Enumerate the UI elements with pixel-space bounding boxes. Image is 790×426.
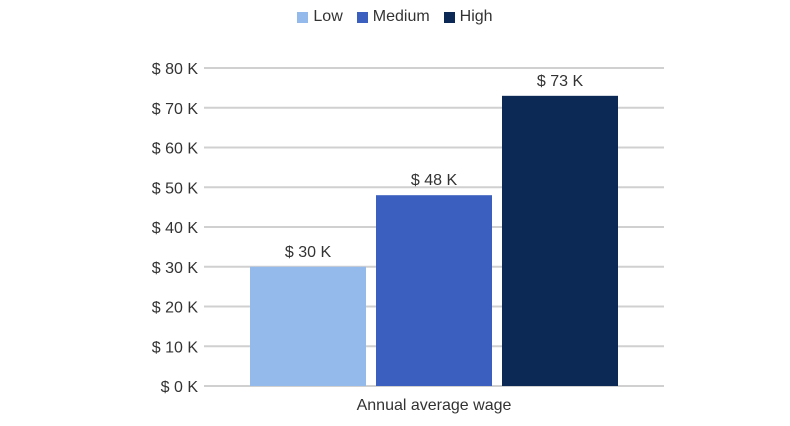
y-tick-label: $ 20 K [152, 300, 199, 317]
x-axis-label: Annual average wage [357, 397, 512, 414]
chart-legend: Low Medium High [0, 8, 790, 26]
legend-label-high: High [459, 8, 493, 25]
y-tick-label: $ 0 K [161, 379, 199, 396]
legend-item-low: Low [297, 8, 343, 26]
legend-item-medium: Medium [356, 8, 430, 26]
y-tick-label: $ 70 K [152, 101, 199, 118]
bar-high [502, 95, 618, 386]
legend-swatch-low [297, 11, 309, 23]
y-tick-label: $ 60 K [152, 141, 199, 158]
data-label-low: $ 30 K [285, 244, 332, 261]
legend-swatch-high [443, 11, 455, 23]
data-label-high: $ 73 K [537, 73, 584, 90]
bar-low [250, 266, 366, 386]
y-tick-label: $ 40 K [152, 220, 199, 237]
bars [250, 95, 618, 386]
y-tick-label: $ 50 K [152, 180, 199, 197]
bar-medium [376, 195, 492, 386]
legend-item-high: High [443, 8, 493, 26]
y-tick-label: $ 30 K [152, 260, 199, 277]
data-label-medium: $ 48 K [411, 172, 458, 189]
legend-label-medium: Medium [372, 8, 430, 25]
legend-swatch-medium [356, 11, 368, 23]
y-axis-ticks: $ 0 K $ 10 K $ 20 K $ 30 K $ 40 K $ 50 K $ 60 … [152, 61, 199, 396]
legend-label-low: Low [313, 8, 343, 25]
data-labels: $ 30 K $ 48 K $ 73 K [285, 73, 584, 261]
y-tick-label: $ 10 K [152, 339, 199, 356]
y-tick-label: $ 80 K [152, 61, 199, 78]
